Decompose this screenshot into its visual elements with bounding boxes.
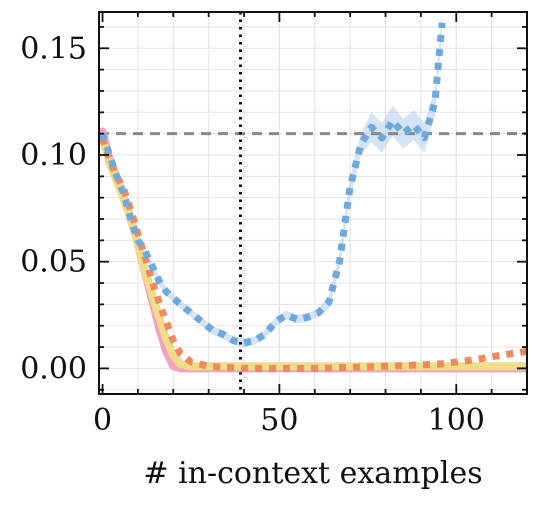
plot-frame: [98, 11, 528, 395]
y-tick-label: 0.05: [20, 245, 87, 280]
y-tick-label: 0.10: [20, 138, 87, 173]
ticks: [99, 12, 528, 394]
series-line-3: [99, 136, 527, 372]
y-tick-label: 0.15: [20, 31, 87, 66]
reference-lines: [99, 12, 527, 394]
series-lines: [99, 22, 527, 373]
x-tick-label: 100: [428, 403, 485, 438]
x-axis-label: # in-context examples: [143, 456, 482, 491]
tick-labels: 0 50 100 0.00 0.05 0.10 0.15: [20, 31, 485, 438]
x-tick-label: 0: [93, 403, 112, 438]
y-tick-label: 0.00: [20, 351, 87, 386]
x-tick-label: 50: [260, 403, 298, 438]
series-line-4: [99, 22, 446, 347]
